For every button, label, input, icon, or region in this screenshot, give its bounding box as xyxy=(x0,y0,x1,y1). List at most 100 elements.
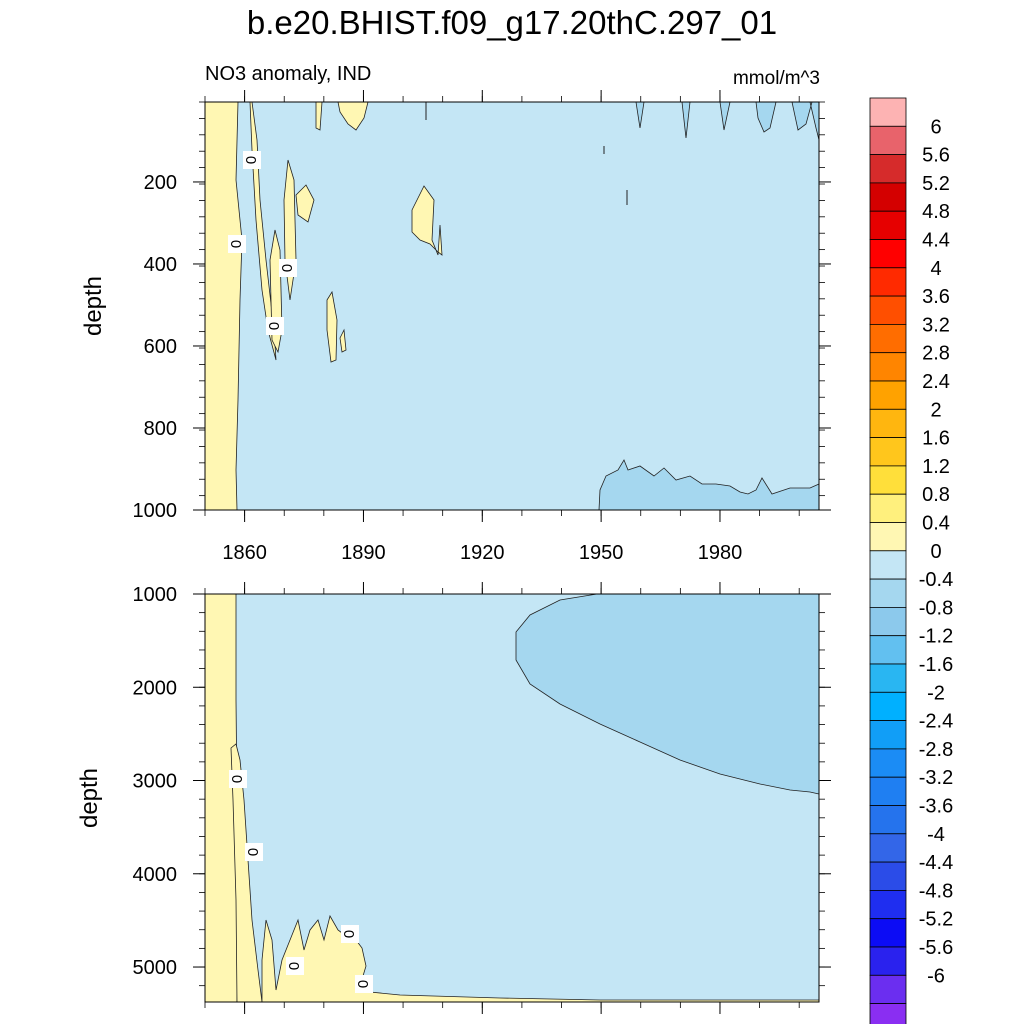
contour-label: 0 xyxy=(227,240,244,248)
lower-plot-frame xyxy=(204,593,820,1003)
colorbar-swatch xyxy=(869,607,907,637)
upper-positive-region-9 xyxy=(339,328,347,353)
lower-negative-region xyxy=(515,593,820,795)
contour-label: 0 xyxy=(228,775,245,783)
colorbar-label: -5.6 xyxy=(919,937,953,959)
colorbar-swatch xyxy=(869,493,907,523)
contour-label-bg xyxy=(266,317,284,335)
colorbar-label: -4.8 xyxy=(919,880,953,902)
upper-contour-panel xyxy=(204,101,820,511)
colorbar-swatch xyxy=(869,691,907,721)
y-axis-label: depth xyxy=(76,768,103,828)
colorbar-label: 0 xyxy=(930,541,941,563)
upper-positive-region xyxy=(204,101,243,511)
y-tick-label: 1000 xyxy=(133,584,178,606)
colorbar-label: 1.6 xyxy=(922,428,950,450)
colorbar-swatch xyxy=(869,465,907,495)
colorbar-label: -5.2 xyxy=(919,909,953,931)
colorbar-swatch xyxy=(869,748,907,778)
contour-label-bg xyxy=(245,843,263,861)
colorbar-swatch xyxy=(869,267,907,297)
upper-negative-region xyxy=(598,459,820,511)
colorbar-label: 2 xyxy=(930,399,941,421)
contour-label: 0 xyxy=(340,930,357,938)
contour-label-bg xyxy=(355,975,373,993)
contour-label: 0 xyxy=(278,264,295,272)
colorbar-swatch xyxy=(869,125,907,156)
lower-contour-panel xyxy=(204,593,820,1003)
contour-label: 0 xyxy=(244,848,261,856)
colorbar-label: 2.4 xyxy=(922,371,950,393)
colorbar-label: 6 xyxy=(930,116,941,138)
y-tick-label: 5000 xyxy=(133,957,178,979)
colorbar-swatch xyxy=(869,408,907,438)
colorbar-label: 5.6 xyxy=(922,145,950,167)
colorbar-swatch xyxy=(869,578,907,608)
colorbar-label: 3.6 xyxy=(922,286,950,308)
colorbar-swatch xyxy=(869,861,907,891)
colorbar-swatch xyxy=(869,918,907,948)
upper-positive-region-7 xyxy=(411,185,443,256)
y-tick-label: 4000 xyxy=(133,864,178,886)
colorbar-label: -2.8 xyxy=(919,739,953,761)
colorbar-label: -4 xyxy=(927,824,945,846)
colorbar-label: -3.6 xyxy=(919,796,953,818)
colorbar-swatch xyxy=(869,946,907,976)
colorbar-label: 4.4 xyxy=(922,230,950,252)
colorbar-label: 4.8 xyxy=(922,201,950,223)
colorbar-label: 4 xyxy=(930,258,941,280)
upper-background-fill xyxy=(205,102,819,510)
colorbar-swatch xyxy=(869,210,907,240)
upper-positive-region-2 xyxy=(238,101,277,361)
colorbar: 6 5.6 5.2 4.8 4.4 4 3.6 3.2 2.8 2.4 2 1.6 1.2 0.8 0.4 0… xyxy=(869,97,953,1024)
contour-label-bg xyxy=(229,770,247,788)
colorbar-swatch xyxy=(869,550,907,580)
contour-label-bg xyxy=(243,151,261,169)
colorbar-swatch xyxy=(869,776,907,806)
colorbar-swatch xyxy=(869,380,907,410)
colorbar-label: -3.2 xyxy=(919,767,953,789)
y-tick-label: 200 xyxy=(144,172,177,194)
colorbar-swatch xyxy=(869,1003,907,1024)
y-tick-label: 3000 xyxy=(133,771,178,793)
upper-negative-spikes xyxy=(635,101,820,141)
contour-label: 0 xyxy=(285,962,302,970)
colorbar-label: -4.4 xyxy=(919,852,953,874)
upper-positive-region-8 xyxy=(326,290,338,363)
colorbar-swatch xyxy=(869,97,907,127)
colorbar-swatch xyxy=(869,974,907,1004)
upper-positive-region-5 xyxy=(295,184,315,223)
colorbar-label: -2.4 xyxy=(919,711,953,733)
contour-label-bg xyxy=(228,235,246,253)
upper-plot-frame xyxy=(204,101,820,511)
colorbar-label: -1.6 xyxy=(919,654,953,676)
colorbar-label: -0.4 xyxy=(919,569,953,591)
contour-label: 0 xyxy=(354,980,371,988)
colorbar-label: 0.8 xyxy=(922,484,950,506)
colorbar-swatch xyxy=(869,805,907,835)
colorbar-swatch xyxy=(869,323,907,354)
colorbar-swatch xyxy=(869,663,907,693)
colorbar-swatch xyxy=(869,635,907,665)
contour-label-bg xyxy=(341,925,359,943)
colorbar-swatch xyxy=(869,182,907,212)
colorbar-label: 1.2 xyxy=(922,456,950,478)
colorbar-swatch xyxy=(869,522,907,552)
x-tick-label: 1920 xyxy=(460,542,505,564)
lower-positive-region-3 xyxy=(261,914,820,1003)
contour-label: 0 xyxy=(265,322,282,330)
colorbar-swatch xyxy=(869,720,907,750)
y-tick-label: 800 xyxy=(144,418,177,440)
panel-subtitle: NO3 anomaly, IND xyxy=(205,63,372,85)
x-tick-label: 1950 xyxy=(579,542,624,564)
colorbar-label: -2 xyxy=(927,682,945,704)
colorbar-swatch xyxy=(869,437,907,467)
colorbar-label: 3.2 xyxy=(922,314,950,336)
lower-positive-region-2 xyxy=(230,743,263,1003)
units-label: mmol/m^3 xyxy=(732,68,820,89)
x-tick-label: 1860 xyxy=(222,542,267,564)
colorbar-label: 2.8 xyxy=(922,343,950,365)
chart-title: b.e20.BHIST.f09_g17.20thC.297_01 xyxy=(246,4,778,41)
y-tick-label: 1000 xyxy=(133,500,178,522)
